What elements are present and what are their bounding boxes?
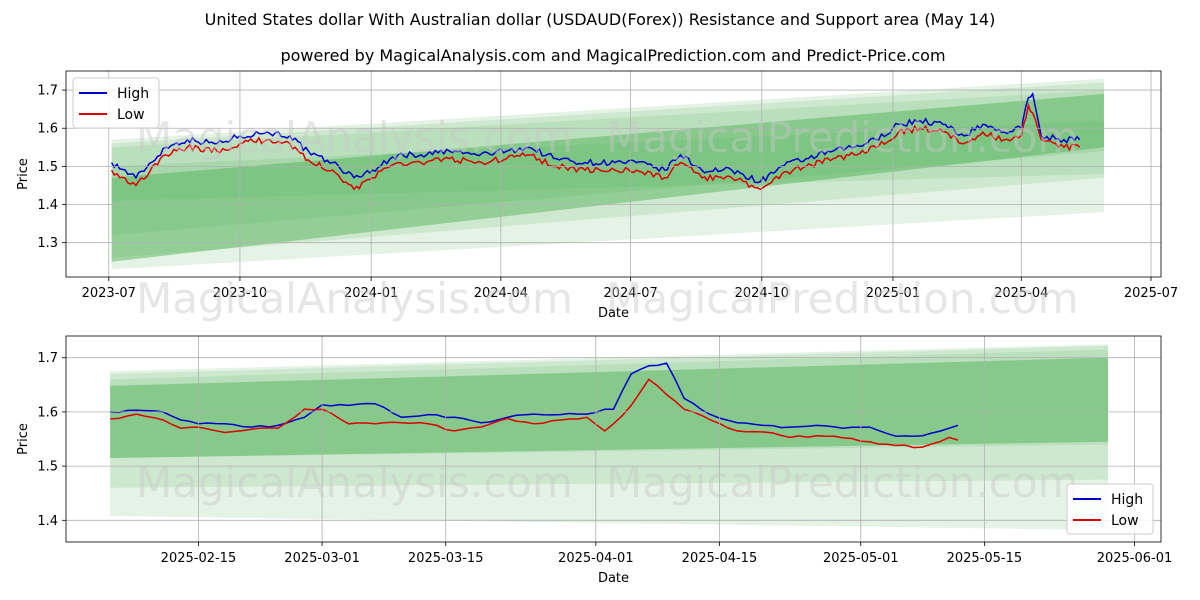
x-tick-label: 2025-03-15 [408, 551, 484, 566]
x-tick-label: 2025-04-01 [558, 551, 634, 566]
plot-area [110, 78, 1104, 270]
prediction-band-4 [110, 357, 1109, 458]
x-tick-label: 2023-07 [82, 286, 136, 301]
x-axis-label: Date [598, 571, 629, 586]
y-tick-label: 1.7 [37, 351, 58, 366]
y-axis-label: Price [16, 158, 31, 190]
series-line-high [110, 362, 959, 438]
watermark-text: MagicalAnalysis.com [136, 458, 573, 507]
x-tick-label: 2025-05-15 [947, 551, 1023, 566]
x-tick-label: 2025-01 [866, 286, 920, 301]
y-tick-label: 1.6 [37, 122, 58, 137]
series-line-low [110, 378, 959, 449]
x-tick-label: 2024-07 [603, 286, 657, 301]
top-chart-panel: 2023-07 2023-10 2024-01 2024-04 2024-07 2024-… [16, 70, 1178, 323]
x-tick-label: 2025-06-01 [1097, 551, 1173, 566]
legend-label-low: Low [1111, 513, 1139, 529]
x-tick-label: 2025-03-01 [284, 551, 360, 566]
watermark-text: MagicalPrediction.com [606, 113, 1079, 162]
x-tick-label: 2024-04 [474, 286, 528, 301]
x-tick-label: 2025-04-15 [682, 551, 758, 566]
y-tick-label: 1.4 [37, 198, 58, 213]
watermark-text: MagicalAnalysis.com [136, 113, 573, 162]
plot-frame [65, 335, 1162, 543]
legend-label-high: High [1111, 492, 1143, 508]
x-tick-label: 2025-04 [994, 286, 1048, 301]
chart-subtitle: powered by MagicalAnalysis.com and Magic… [280, 46, 945, 65]
watermark-text: MagicalAnalysis.com [136, 274, 573, 323]
x-tick-label: 2025-07 [1124, 286, 1178, 301]
x-tick-label: 2025-05-01 [823, 551, 899, 566]
prediction-band-2 [111, 82, 1104, 258]
prediction-band-1 [111, 78, 1104, 270]
legend: High Low [72, 77, 160, 129]
x-tick-label: 2025-02-15 [161, 551, 237, 566]
x-tick-label: 2024-10 [735, 286, 789, 301]
legend-box [1066, 483, 1154, 535]
plot-frame [65, 70, 1162, 278]
prediction-band-2 [110, 345, 1109, 488]
x-tick-label: 2024-01 [344, 286, 398, 301]
prediction-band-3 [111, 90, 1104, 236]
watermark-text: MagicalPrediction.com [606, 458, 1079, 507]
x-tick-label: 2023-10 [213, 286, 267, 301]
prediction-band-1 [110, 344, 1109, 531]
chart-title: United States dollar With Australian dol… [205, 10, 996, 29]
y-tick-label: 1.6 [37, 405, 58, 420]
x-axis-label: Date [598, 306, 629, 321]
legend-label-high: High [117, 86, 149, 102]
legend-label-low: Low [117, 107, 145, 123]
y-tick-label: 1.5 [37, 160, 58, 175]
y-tick-label: 1.4 [37, 514, 58, 529]
legend-box [72, 77, 160, 129]
y-axis-label: Price [16, 423, 31, 455]
y-tick-label: 1.7 [37, 84, 58, 99]
watermark-text: MagicalPrediction.com [606, 274, 1079, 323]
series-line-high [110, 92, 1081, 184]
y-tick-label: 1.3 [37, 236, 58, 251]
y-tick-label: 1.5 [37, 460, 58, 475]
bottom-chart-panel: 2025-02-15 2025-03-01 2025-03-15 2025-04-01… [16, 335, 1173, 586]
prediction-band-3 [110, 349, 1109, 458]
prediction-band-5 [111, 120, 1104, 201]
plot-area [110, 344, 1109, 531]
legend: High Low [1066, 483, 1154, 535]
prediction-band-4 [111, 93, 1104, 262]
